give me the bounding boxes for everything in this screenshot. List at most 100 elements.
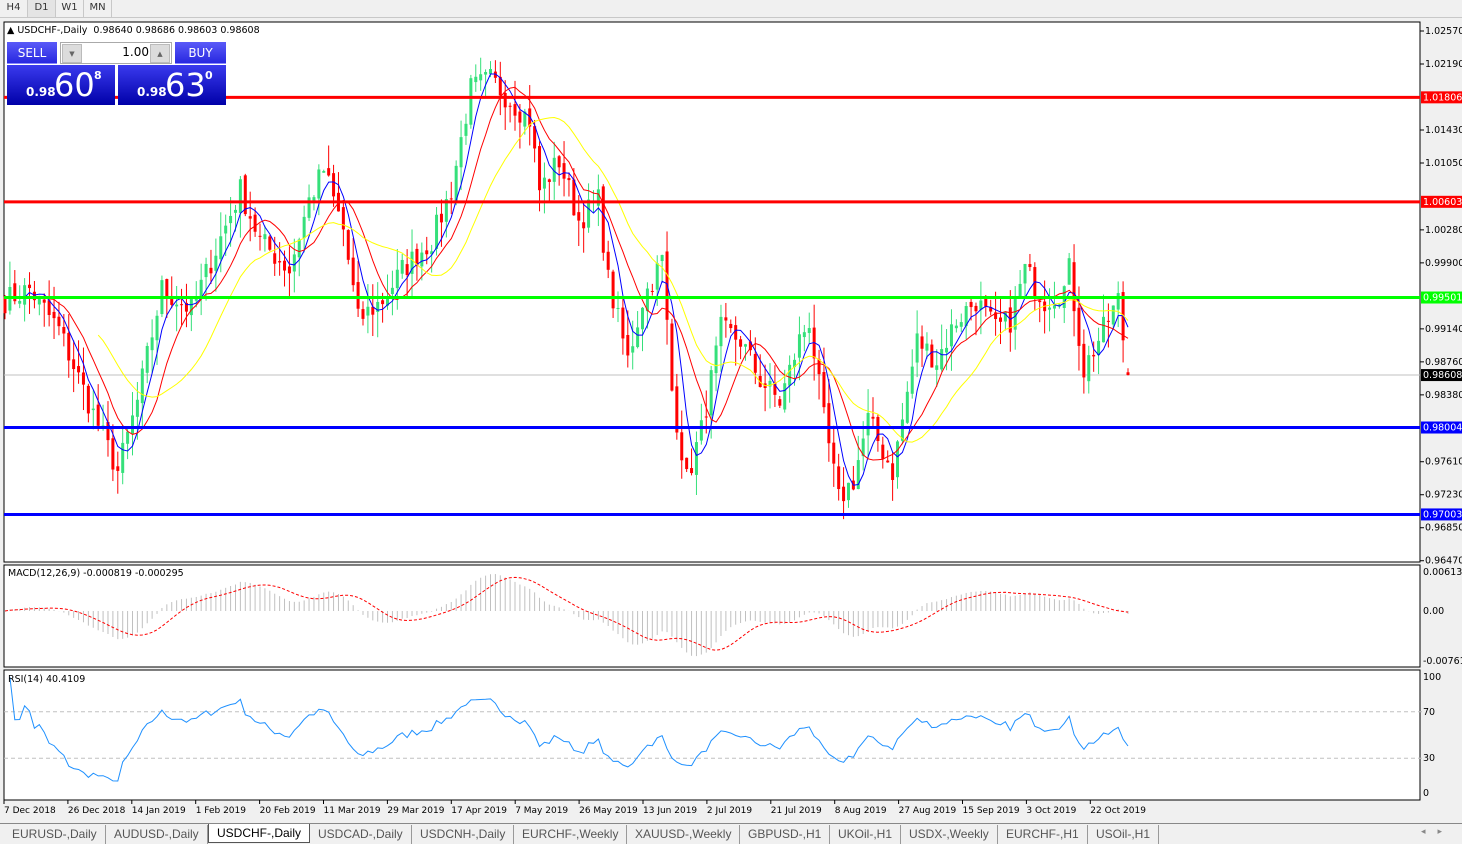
buy-price[interactable]: 0.98 63 0 bbox=[118, 65, 226, 105]
chart-tab[interactable]: USDX-,Weekly bbox=[901, 825, 998, 844]
macd-tick-label: -0.007612 bbox=[1423, 656, 1462, 667]
lot-size-input[interactable] bbox=[83, 45, 149, 59]
candle-body bbox=[650, 290, 654, 292]
candle-body bbox=[842, 486, 846, 502]
candle-body bbox=[508, 105, 512, 107]
candle-body bbox=[474, 76, 478, 83]
price-line-label-bg bbox=[1421, 421, 1462, 434]
timeframe-h4[interactable]: H4 bbox=[0, 0, 28, 17]
candle-body bbox=[636, 327, 640, 348]
candle-body bbox=[1106, 320, 1110, 322]
candle-body bbox=[425, 250, 429, 255]
price-tick-label: 0.98760 bbox=[1425, 357, 1462, 368]
candle-body bbox=[822, 372, 826, 408]
price-line-label: 1.00603 bbox=[1423, 197, 1462, 208]
sell-price[interactable]: 0.98 60 8 bbox=[7, 65, 115, 105]
chart-canvas[interactable]: 1.02570 1.02190 1.01430 1.01050 1.00280 0.999… bbox=[0, 0, 1462, 822]
lot-decrease-icon[interactable]: ▼ bbox=[62, 44, 82, 63]
chart-tab[interactable]: USOil-,H1 bbox=[1088, 825, 1160, 844]
candle-body bbox=[371, 306, 375, 315]
candle-body bbox=[984, 298, 988, 307]
price-tick-label: 0.97610 bbox=[1425, 457, 1462, 468]
candle-body bbox=[356, 282, 360, 309]
buy-button[interactable]: BUY bbox=[175, 42, 226, 64]
macd-tick-label: 0.00613 bbox=[1423, 567, 1462, 578]
candle-body bbox=[886, 460, 890, 463]
candle-body bbox=[42, 299, 46, 303]
candle-body bbox=[935, 365, 939, 370]
symbol-label: USDCHF-,Daily bbox=[17, 25, 88, 36]
sell-price-pips: 60 bbox=[54, 66, 95, 104]
candle-body bbox=[52, 311, 56, 319]
chart-tab[interactable]: USDCNH-,Daily bbox=[412, 825, 515, 844]
candle-body bbox=[734, 325, 738, 340]
chart-title: ▲ USDCHF-,Daily 0.98640 0.98686 0.98603 … bbox=[7, 25, 260, 36]
candle-body bbox=[748, 341, 752, 351]
candle-body bbox=[81, 372, 85, 385]
date-tick-label: 2 Jul 2019 bbox=[707, 806, 752, 816]
tab-scroll-arrows-icon[interactable]: ◂▸ bbox=[1420, 827, 1454, 837]
chart-tab[interactable]: EURCHF-,H1 bbox=[998, 825, 1088, 844]
lot-increase-icon[interactable]: ▲ bbox=[150, 44, 170, 63]
buy-price-prefix: 0.98 bbox=[137, 85, 167, 99]
candle-body bbox=[979, 300, 983, 310]
date-tick-label: 26 Dec 2018 bbox=[68, 806, 126, 816]
date-tick-label: 29 Mar 2019 bbox=[387, 806, 444, 816]
chart-tab[interactable]: EURUSD-,Daily bbox=[4, 825, 106, 844]
rsi-tick-label: 70 bbox=[1423, 707, 1435, 718]
candle-body bbox=[297, 239, 301, 258]
candle-body bbox=[547, 179, 551, 182]
candle-body bbox=[974, 305, 978, 312]
candle-body bbox=[601, 186, 605, 253]
macd-label: MACD(12,26,9) -0.000819 -0.000295 bbox=[8, 568, 184, 579]
chart-tab[interactable]: AUDUSD-,Daily bbox=[106, 825, 208, 844]
chart-tab[interactable]: UKOil-,H1 bbox=[830, 825, 902, 844]
candle-body bbox=[729, 323, 733, 329]
chart-tab[interactable]: USDCAD-,Daily bbox=[310, 825, 412, 844]
date-tick-label: 27 Aug 2019 bbox=[899, 806, 957, 816]
candle-body bbox=[1087, 355, 1091, 382]
candle-body bbox=[229, 215, 233, 224]
sell-button[interactable]: SELL bbox=[7, 42, 57, 64]
candle-body bbox=[420, 252, 424, 267]
price-tick-label: 0.97230 bbox=[1425, 490, 1462, 501]
candle-body bbox=[435, 214, 439, 249]
candle-body bbox=[317, 169, 321, 199]
candle-body bbox=[660, 255, 664, 262]
candle-body bbox=[444, 199, 448, 222]
candle-body bbox=[469, 78, 473, 125]
chart-tab[interactable]: EURCHF-,Weekly bbox=[514, 825, 628, 844]
macd-panel bbox=[3, 564, 1421, 668]
timeframe-d1[interactable]: D1 bbox=[28, 0, 56, 17]
candle-body bbox=[1092, 354, 1096, 357]
chart-tab[interactable]: USDCHF-,Daily bbox=[208, 824, 310, 843]
date-tick-label: 3 Oct 2019 bbox=[1026, 806, 1076, 816]
candle-body bbox=[214, 255, 218, 271]
timeframe-mn[interactable]: MN bbox=[84, 0, 112, 17]
candle-body bbox=[827, 403, 831, 444]
candle-body bbox=[788, 364, 792, 386]
candle-body bbox=[989, 307, 993, 312]
candle-body bbox=[964, 306, 968, 327]
candle-body bbox=[1013, 296, 1017, 330]
collapse-triangle-icon[interactable]: ▲ bbox=[7, 25, 15, 36]
candle-body bbox=[616, 307, 620, 309]
candle-body bbox=[846, 482, 850, 501]
candle-body bbox=[184, 302, 188, 312]
candle-body bbox=[47, 300, 51, 316]
lot-size-stepper[interactable]: ▼ ▲ bbox=[60, 42, 172, 64]
chart-tab[interactable]: XAUUSD-,Weekly bbox=[627, 825, 741, 844]
chart-tab[interactable]: GBPUSD-,H1 bbox=[740, 825, 831, 844]
date-tick-label: 14 Jan 2019 bbox=[132, 806, 186, 816]
candle-body bbox=[273, 253, 277, 264]
rsi-tick-label: 30 bbox=[1423, 753, 1435, 764]
candle-body bbox=[116, 466, 120, 471]
buy-price-fraction: 0 bbox=[205, 69, 213, 82]
timeframe-w1[interactable]: W1 bbox=[56, 0, 84, 17]
price-line-label: 1.01806 bbox=[1423, 92, 1462, 103]
candle-body bbox=[23, 285, 27, 305]
candle-body bbox=[783, 383, 787, 410]
candle-body bbox=[866, 412, 870, 436]
candle-body bbox=[376, 301, 380, 312]
candle-body bbox=[224, 225, 228, 234]
